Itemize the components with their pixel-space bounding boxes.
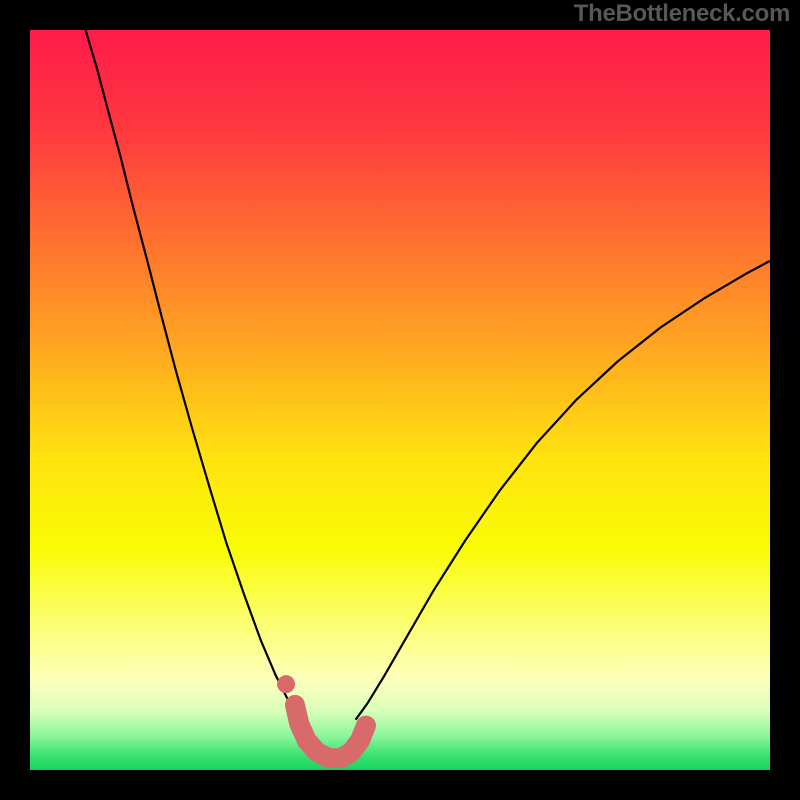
chart-container: TheBottleneck.com <box>0 0 800 800</box>
border-bottom <box>0 770 800 800</box>
border-left <box>0 0 30 800</box>
plot-background <box>30 30 770 770</box>
watermark-text: TheBottleneck.com <box>574 0 790 28</box>
bottleneck-chart <box>0 0 800 800</box>
highlight-dot <box>277 675 295 693</box>
border-right <box>770 0 800 800</box>
